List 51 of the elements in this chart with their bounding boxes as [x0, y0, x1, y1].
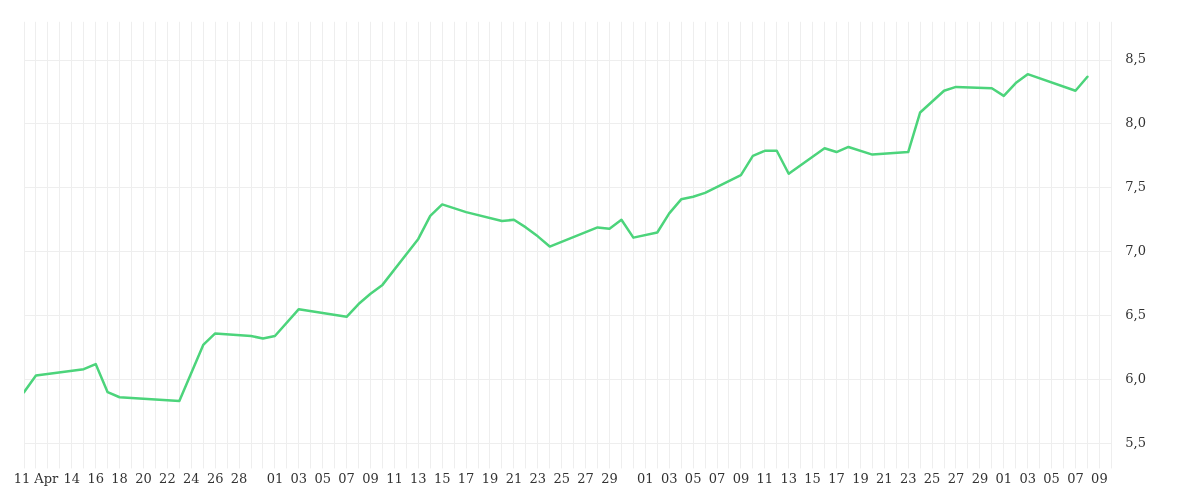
y-tick-label: 7,5 — [1125, 179, 1147, 195]
y-tick-label: 8,5 — [1125, 51, 1147, 67]
x-tick-label: 13 — [410, 470, 427, 486]
x-tick-label: 07 — [1067, 470, 1084, 486]
x-tick-label: 21 — [876, 470, 893, 486]
x-tick-label: 09 — [1091, 470, 1108, 486]
x-tick-label: 09 — [732, 470, 750, 486]
x-tick-label: 21 — [505, 470, 523, 486]
x-tick-label: 05 — [684, 470, 702, 486]
x-tick-label: 01 — [995, 470, 1013, 486]
x-tick-label: 09 — [362, 470, 379, 486]
x-tick-label: 07 — [338, 470, 355, 486]
x-tick-label: 29 — [601, 470, 618, 486]
x-tick-label: 03 — [290, 470, 308, 486]
y-tick-label: 6,5 — [1125, 306, 1147, 322]
x-tick-label: 01 — [637, 470, 654, 486]
x-tick-label: 11 — [386, 470, 403, 486]
x-tick-label: 01 — [266, 470, 284, 486]
x-tick-label: 03 — [1019, 470, 1036, 486]
x-tick-label: 27 — [947, 470, 965, 486]
x-tick-label: 27 — [577, 470, 594, 486]
x-tick-label: 18 — [111, 470, 128, 486]
x-tick-label: 05 — [1043, 470, 1060, 486]
x-tick-label: 26 — [206, 470, 224, 486]
x-tick-label: 23 — [529, 470, 547, 486]
x-tick-label: 13 — [780, 470, 797, 486]
x-tick-label: 14 — [63, 470, 81, 486]
x-tick-label: 17 — [457, 470, 475, 486]
y-tick-label: 8,0 — [1125, 115, 1147, 131]
y-tick-label: 5,5 — [1125, 434, 1147, 450]
x-tick-label: 25 — [923, 470, 941, 486]
x-tick-label: 03 — [660, 470, 678, 486]
x-tick-label: 19 — [481, 470, 499, 486]
x-tick-label: 28 — [230, 470, 248, 486]
x-tick-label: 15 — [433, 470, 451, 486]
x-tick-label: 20 — [135, 470, 152, 486]
x-tick-label: 25 — [553, 470, 570, 486]
x-tick-label: 23 — [899, 470, 917, 486]
x-tick-label: 19 — [852, 470, 869, 486]
x-tick-label: 16 — [87, 470, 104, 486]
x-tick-label: 29 — [971, 470, 989, 486]
x-tick-label: 05 — [314, 470, 331, 486]
x-tick-label: 17 — [828, 470, 845, 486]
x-tick-label: 22 — [159, 470, 176, 486]
x-tick-label: 24 — [183, 470, 200, 486]
y-tick-label: 7,0 — [1125, 243, 1147, 259]
y-tick-label: 6,0 — [1125, 370, 1147, 386]
x-tick-label: 11 Apr — [13, 470, 60, 486]
x-tick-label: 15 — [804, 470, 821, 486]
x-tick-label: 11 — [756, 470, 774, 486]
x-tick-label: 07 — [708, 470, 726, 486]
